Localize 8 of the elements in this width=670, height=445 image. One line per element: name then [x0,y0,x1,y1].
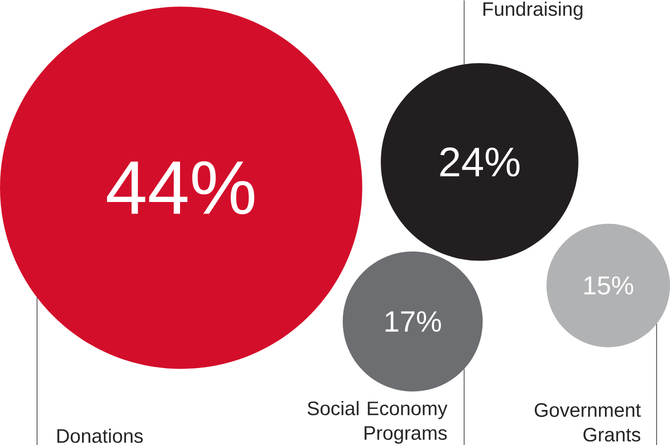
data-label: 15% [584,276,634,294]
category-label: Fundraising [483,1,582,20]
category-label: Social Economy Programs [308,400,448,444]
data-label: 24% [440,147,520,176]
data-label: 44% [107,161,254,214]
category-label: Government Grants [534,402,641,442]
data-label: 17% [386,311,441,332]
category-label: Donations [57,428,143,443]
